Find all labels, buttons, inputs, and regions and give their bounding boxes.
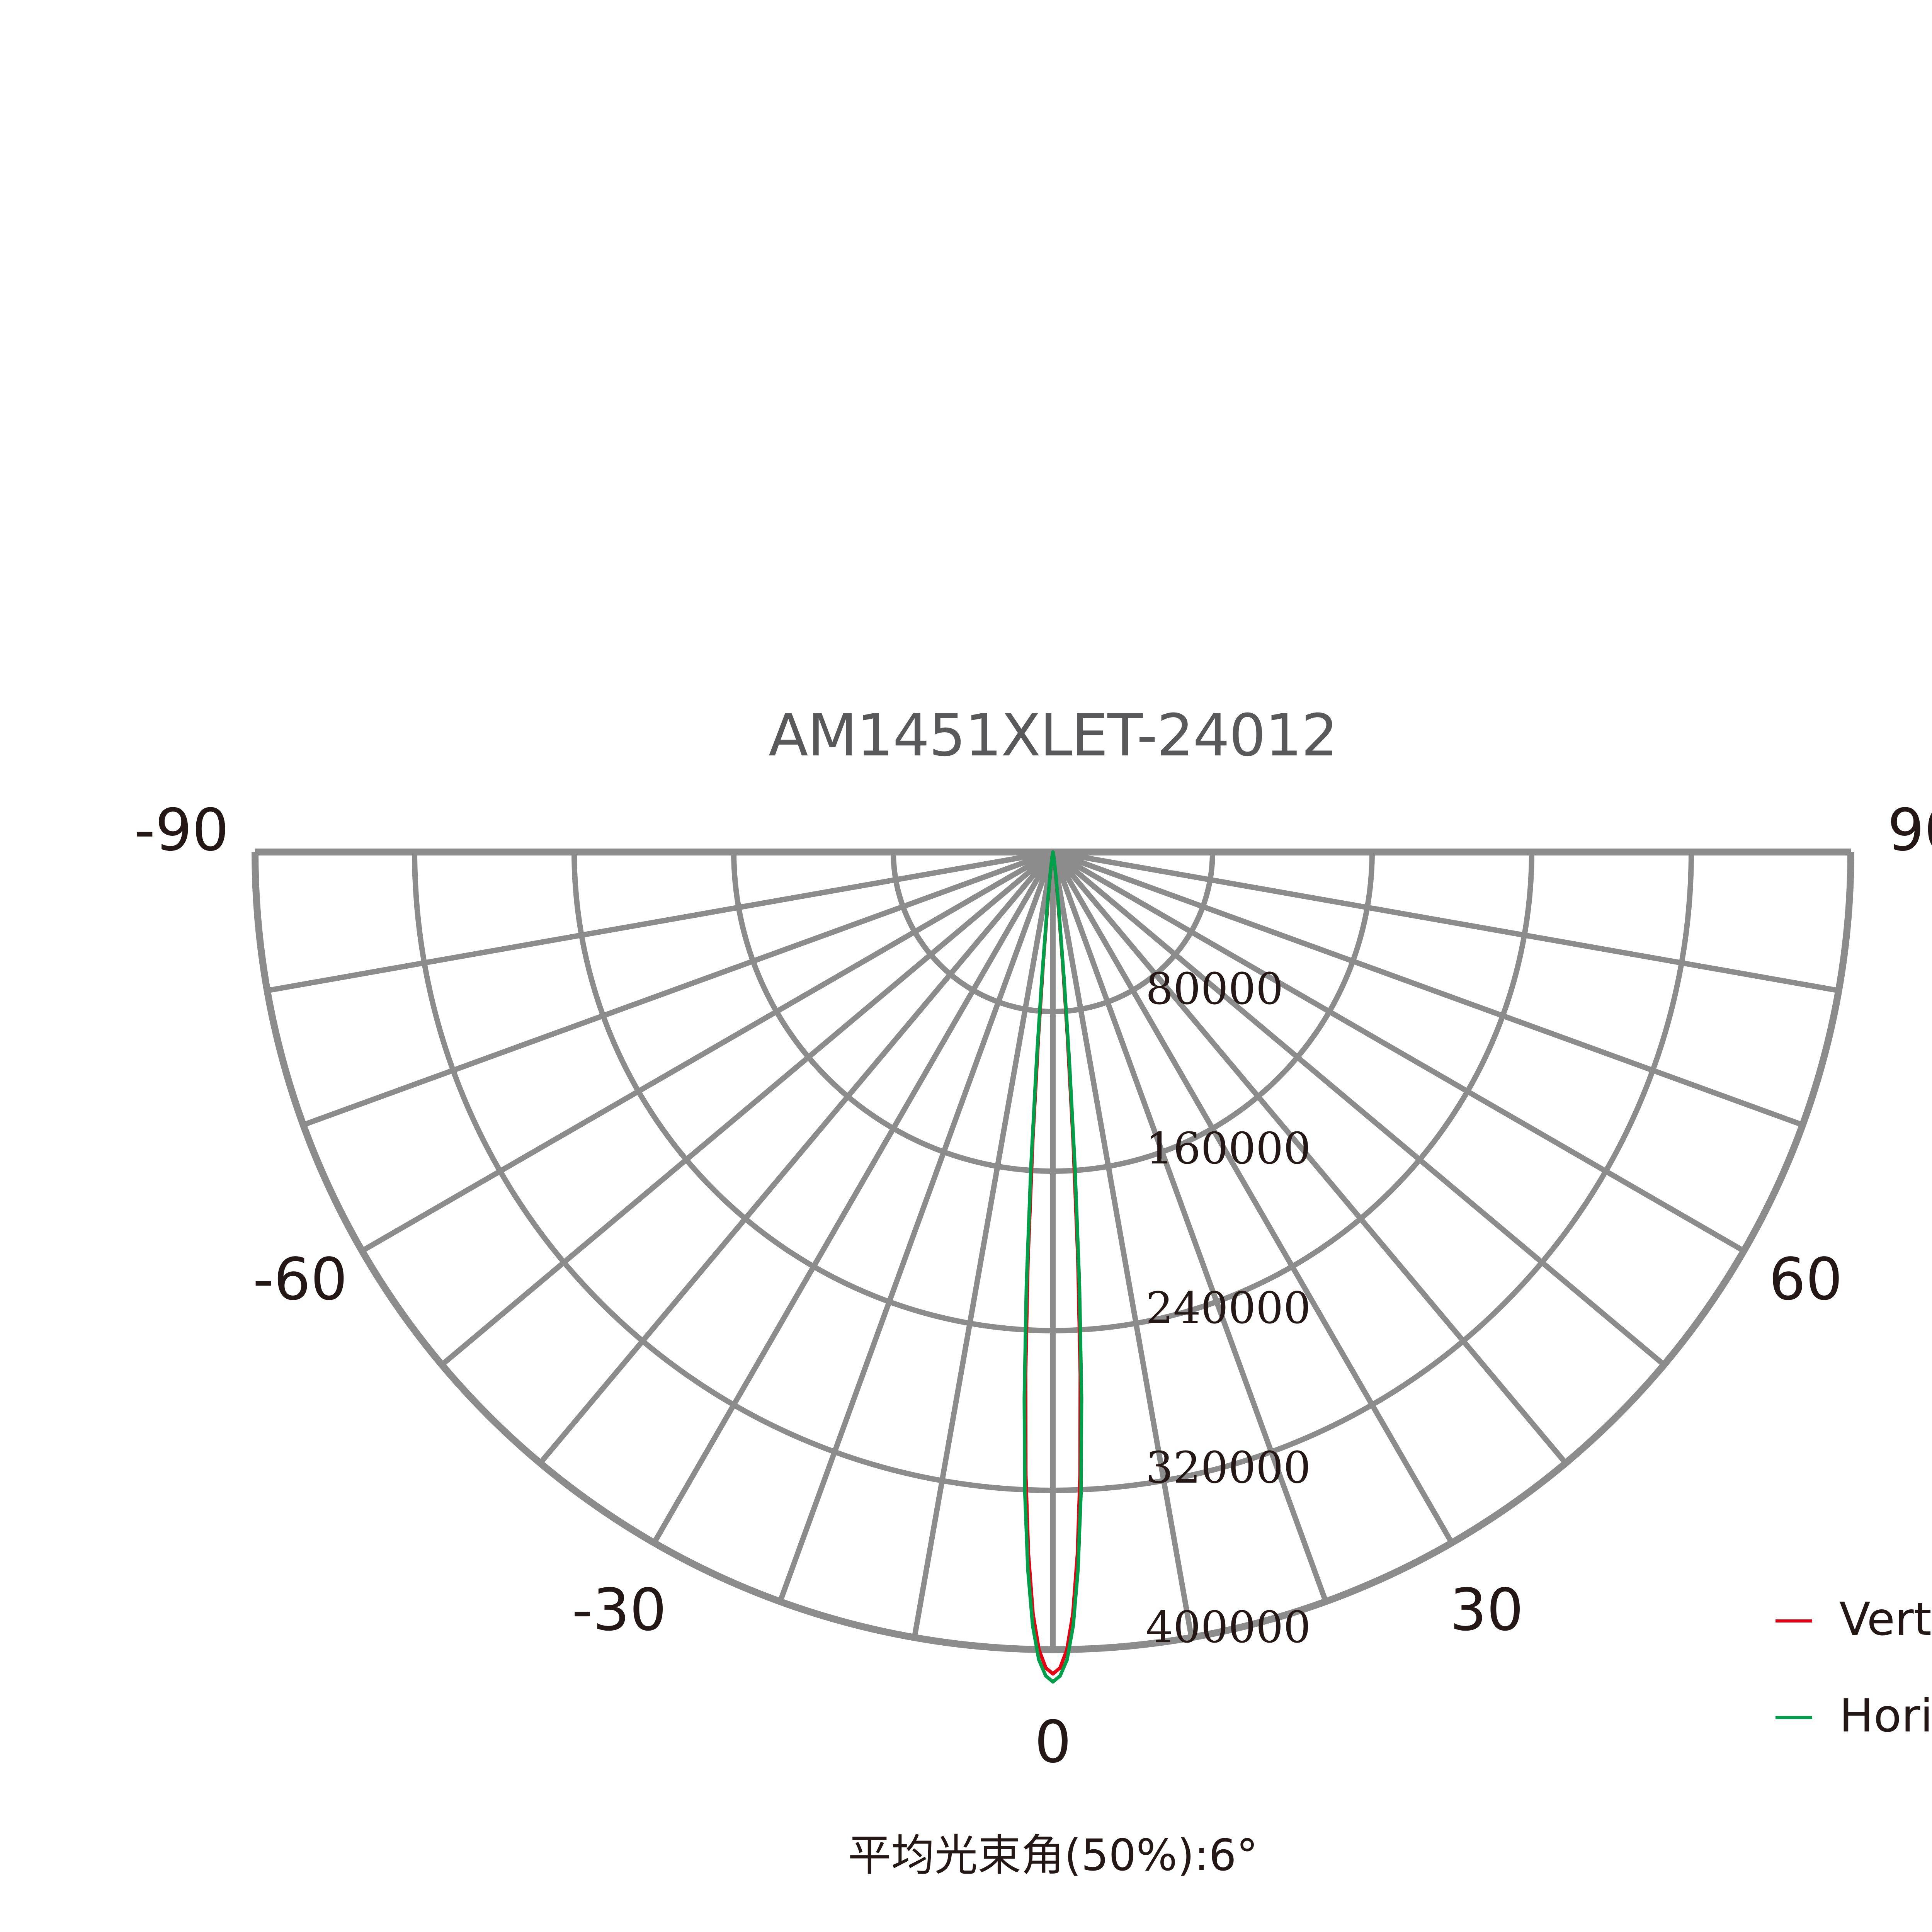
radial-label-80000: 80000 (1146, 964, 1283, 1014)
legend-label-vertical: Vert.Intensity(cd) (1839, 1592, 1932, 1646)
grid-arc-160000 (731, 852, 1375, 1174)
radial-label-400000: 400000 (1146, 1602, 1311, 1653)
grid-ray--20 (777, 851, 1056, 1603)
radial-label-240000: 240000 (1146, 1283, 1311, 1333)
chart-legend: Vert.Intensity(cd) Hori.Intensity(cd) (1776, 1592, 1932, 1742)
grid-ray-30 (1050, 850, 1454, 1544)
grid-ray--50 (440, 850, 1055, 1367)
intensity-curves (1022, 850, 1083, 1684)
grid-ray-50 (1051, 850, 1666, 1367)
grid-ray--10 (912, 851, 1056, 1638)
angle-label-neg60: -60 (253, 1246, 347, 1313)
angle-label-60: 60 (1769, 1246, 1843, 1313)
legend-label-horizontal: Hori.Intensity(cd) (1839, 1689, 1932, 1742)
grid-arc-240000 (571, 852, 1534, 1333)
angle-label-neg90: -90 (134, 797, 229, 864)
series-curve-horizontal (1022, 850, 1083, 1684)
angle-label-30: 30 (1450, 1577, 1524, 1644)
grid-ray-70 (1052, 849, 1804, 1128)
polar-grid (252, 849, 1854, 1653)
radial-tick-labels: 80000 160000 240000 320000 400000 (1146, 964, 1311, 1653)
angle-label-neg30: -30 (572, 1577, 667, 1644)
radial-label-320000: 320000 (1146, 1443, 1311, 1493)
angle-label-0: 0 (1034, 1709, 1071, 1776)
grid-ray-10 (1050, 851, 1194, 1638)
grid-ray-80 (1052, 849, 1839, 993)
grid-ray--60 (361, 849, 1054, 1253)
chart-title: AM1451XLET-24012 (769, 702, 1337, 769)
grid-ray--80 (267, 849, 1054, 993)
grid-ray-40 (1051, 850, 1568, 1465)
grid-ray--40 (538, 850, 1055, 1465)
grid-ray-60 (1051, 849, 1745, 1253)
angle-label-90: 90 (1888, 797, 1932, 864)
angle-tick-labels: -90 -60 -30 0 30 60 90 (134, 797, 1932, 1776)
grid-ray-20 (1050, 851, 1328, 1603)
radial-label-160000: 160000 (1146, 1124, 1311, 1174)
grid-arc-320000 (412, 852, 1694, 1493)
grid-ray--30 (651, 850, 1056, 1544)
beam-angle-caption: 平均光束角(50%):6° (848, 1830, 1258, 1881)
grid-arc-80000 (891, 852, 1215, 1014)
grid-arc-400000 (252, 852, 1854, 1653)
grid-ray--70 (302, 849, 1054, 1128)
